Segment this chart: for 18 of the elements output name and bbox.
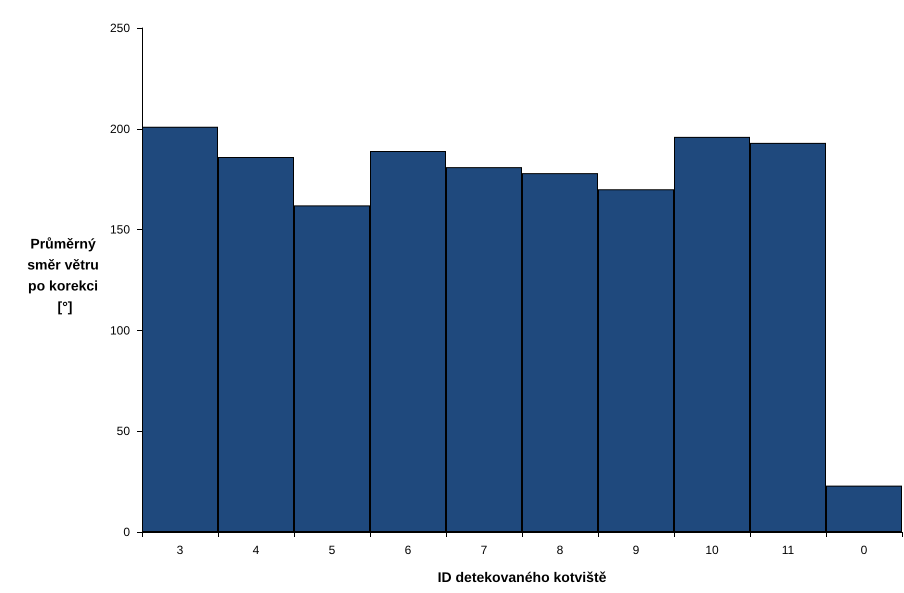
x-tick-label: 3: [176, 543, 184, 557]
y-tick-label: 100: [110, 323, 130, 338]
y-tick-label: 250: [110, 21, 130, 35]
y-tick-label: 200: [110, 122, 130, 136]
y-tick-label: 150: [110, 222, 130, 237]
x-tick-label: 10: [705, 543, 719, 557]
x-tick-label: 11: [782, 543, 795, 557]
x-tick-label: 6: [404, 543, 412, 557]
y-tick-label: 50: [116, 424, 130, 438]
y-axis-title: Průměrný směr větru po korekci [°]: [27, 236, 103, 314]
x-axis-title: ID detekovaného kotviště: [438, 569, 607, 585]
y-tick-label: 0: [123, 525, 130, 539]
x-tick-label: 8: [556, 543, 564, 557]
x-tick-label: 9: [632, 543, 640, 557]
x-tick-label: 5: [328, 543, 336, 557]
x-tick-label: 0: [860, 543, 868, 557]
x-tick-label: 7: [480, 543, 488, 557]
x-tick-label: 4: [252, 543, 260, 557]
